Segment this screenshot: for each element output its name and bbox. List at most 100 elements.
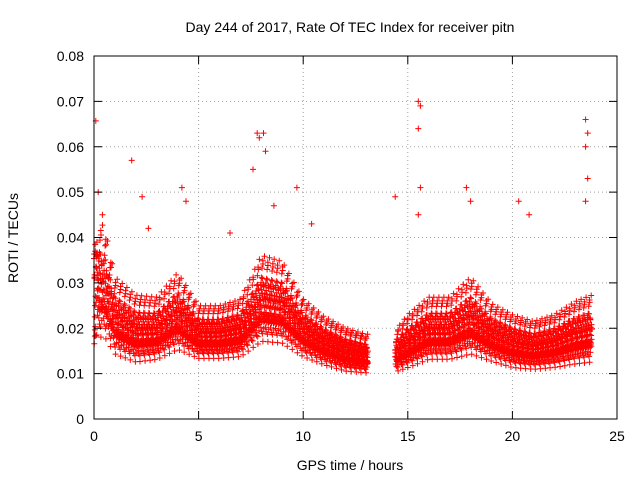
data-point: [128, 157, 135, 164]
data-point: [240, 346, 246, 353]
data-point: [234, 305, 241, 312]
data-point: [587, 316, 594, 323]
data-point: [586, 353, 593, 360]
data-point: [99, 211, 106, 218]
data-point: [227, 299, 233, 306]
data-point: [170, 340, 177, 346]
data-point: [566, 307, 573, 314]
data-point: [562, 310, 569, 317]
data-point: [146, 351, 153, 358]
data-point: [123, 284, 130, 291]
data-point: [294, 292, 301, 299]
data-point: [178, 184, 185, 191]
data-point: [247, 334, 254, 341]
data-point: [225, 314, 232, 321]
y-axis-label: ROTI / TECUs: [5, 193, 21, 283]
data-point: [364, 360, 371, 367]
data-point: [228, 345, 235, 352]
data-point: [458, 293, 465, 300]
data-point: [465, 276, 472, 283]
data-point: [258, 274, 265, 281]
data-point: [415, 125, 422, 132]
data-point: [443, 310, 449, 317]
data-point: [453, 305, 460, 312]
data-point: [101, 252, 108, 259]
data-point: [395, 367, 402, 374]
data-point: [520, 344, 526, 350]
data-point: [192, 298, 199, 305]
data-point: [106, 272, 113, 278]
data-point: [156, 296, 163, 303]
data-point: [458, 353, 465, 360]
data-point: [150, 310, 157, 317]
data-point: [518, 319, 524, 326]
data-point: [482, 310, 489, 317]
data-point: [352, 339, 359, 346]
data-point: [179, 336, 186, 343]
data-point: [256, 327, 262, 334]
data-point: [314, 313, 321, 319]
data-point: [304, 305, 311, 311]
data-point: [335, 321, 342, 328]
data-point: [473, 289, 480, 296]
data-point: [104, 283, 111, 290]
data-point: [349, 327, 356, 334]
data-point: [333, 365, 340, 372]
data-point: [254, 272, 261, 279]
data-point: [288, 339, 295, 346]
data-point: [516, 327, 523, 334]
y-tick-label: 0.07: [57, 93, 84, 109]
data-point: [364, 348, 371, 355]
chart-title: Day 244 of 2017, Rate Of TEC Index for r…: [186, 19, 515, 35]
data-point: [532, 366, 539, 373]
data-point: [262, 148, 269, 155]
data-point: [328, 363, 335, 370]
data-point: [240, 295, 247, 302]
data-point: [576, 314, 583, 320]
data-point: [463, 345, 470, 352]
data-point: [448, 350, 455, 357]
data-point: [463, 352, 470, 358]
x-axis-ticks: 0 5 10 15 20 25: [90, 56, 625, 444]
data-point: [171, 348, 178, 354]
data-point: [415, 98, 422, 105]
data-point: [288, 292, 294, 299]
data-point: [320, 313, 327, 320]
data-point: [276, 257, 283, 264]
data-point: [245, 286, 252, 293]
data-point: [304, 355, 311, 361]
data-point: [270, 202, 277, 209]
data-point: [443, 310, 450, 317]
data-point: [553, 310, 560, 317]
data-point: [117, 298, 123, 305]
data-point: [97, 237, 103, 244]
data-point: [511, 326, 518, 332]
data-point: [333, 332, 340, 339]
data-point: [307, 316, 314, 323]
data-point: [94, 312, 101, 319]
data-point: [241, 287, 248, 294]
data-point: [418, 308, 425, 315]
data-point: [122, 302, 128, 309]
data-point: [467, 198, 474, 205]
data-point: [116, 289, 123, 296]
data-point: [264, 266, 271, 273]
data-point: [399, 325, 406, 332]
data-point: [111, 290, 118, 297]
data-point: [450, 321, 457, 328]
data-point: [475, 283, 481, 290]
y-tick-label: 0.08: [57, 48, 84, 64]
data-point: [112, 295, 119, 302]
data-point: [239, 307, 246, 314]
data-point: [363, 369, 369, 376]
data-point: [527, 322, 534, 329]
data-point: [584, 348, 591, 355]
data-point: [453, 297, 460, 304]
data-point: [253, 332, 260, 339]
data-point: [284, 287, 290, 294]
data-point: [289, 283, 296, 290]
data-point: [142, 299, 149, 306]
data-point: [151, 310, 158, 317]
data-point: [139, 193, 146, 200]
data-point: [235, 353, 242, 360]
